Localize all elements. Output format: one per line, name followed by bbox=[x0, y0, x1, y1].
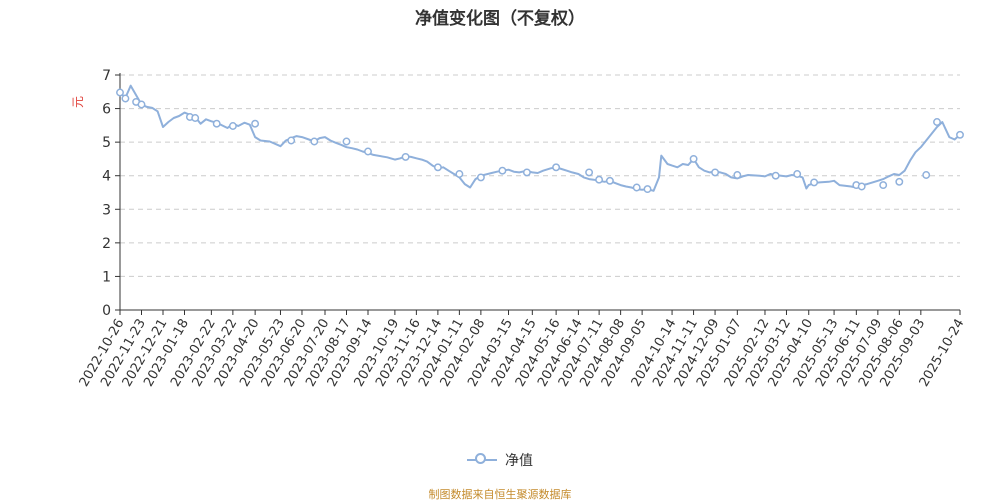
series-point bbox=[342, 137, 351, 146]
series-point bbox=[632, 183, 641, 192]
grid-layer bbox=[120, 74, 960, 277]
y-tick-label: 2 bbox=[102, 236, 111, 252]
series-point bbox=[895, 177, 904, 186]
series-point bbox=[956, 130, 964, 139]
source-note: 制图数据来自恒生聚源数据库 bbox=[428, 488, 572, 501]
series-point bbox=[251, 119, 260, 128]
series-point bbox=[922, 171, 931, 179]
y-tick-label: 0 bbox=[102, 303, 111, 319]
series-point bbox=[433, 163, 442, 172]
series-point bbox=[711, 168, 720, 177]
series-point bbox=[401, 152, 410, 161]
legend-label: 净值 bbox=[505, 453, 533, 469]
series-point bbox=[116, 88, 124, 97]
y-tick-label: 6 bbox=[102, 102, 111, 118]
series-point bbox=[585, 168, 594, 177]
series-point bbox=[191, 114, 200, 122]
series-layer bbox=[116, 84, 964, 194]
series-point bbox=[137, 100, 146, 109]
series-point bbox=[455, 170, 464, 178]
legend[interactable]: 净值 bbox=[0, 450, 1000, 471]
series-point bbox=[793, 170, 802, 178]
series-point bbox=[879, 181, 888, 190]
series-point bbox=[522, 168, 531, 177]
series-point bbox=[212, 119, 221, 128]
series-point bbox=[498, 166, 507, 175]
y-axis-label: 元 bbox=[71, 96, 85, 108]
y-tick-label: 1 bbox=[102, 269, 111, 285]
series-point bbox=[689, 154, 698, 163]
series-point bbox=[228, 122, 237, 130]
series-point bbox=[552, 163, 561, 172]
series-point bbox=[595, 175, 604, 184]
series-line-nav bbox=[119, 84, 961, 192]
legend-item-nav[interactable]: 净值 bbox=[467, 450, 533, 470]
y-tick-label: 7 bbox=[102, 68, 111, 84]
series-point bbox=[857, 182, 866, 191]
y-tick-label: 4 bbox=[102, 169, 111, 185]
series-point bbox=[310, 137, 319, 146]
y-tick-label: 5 bbox=[102, 135, 111, 151]
series-point bbox=[643, 185, 652, 194]
series-point bbox=[733, 171, 742, 179]
legend-line-marker-icon bbox=[467, 453, 497, 467]
y-tick-label: 3 bbox=[102, 202, 111, 218]
series-point bbox=[810, 178, 819, 187]
series-point bbox=[364, 147, 372, 156]
chart-title: 净值变化图（不复权） bbox=[415, 9, 585, 29]
series-point bbox=[287, 136, 296, 145]
series-point bbox=[476, 173, 485, 182]
series-point bbox=[933, 118, 941, 126]
series-point bbox=[121, 94, 130, 103]
series-point bbox=[771, 171, 780, 180]
axis-layer: 012345672022-10-262022-11-232022-12-2120… bbox=[77, 68, 968, 389]
series-point bbox=[605, 176, 614, 185]
